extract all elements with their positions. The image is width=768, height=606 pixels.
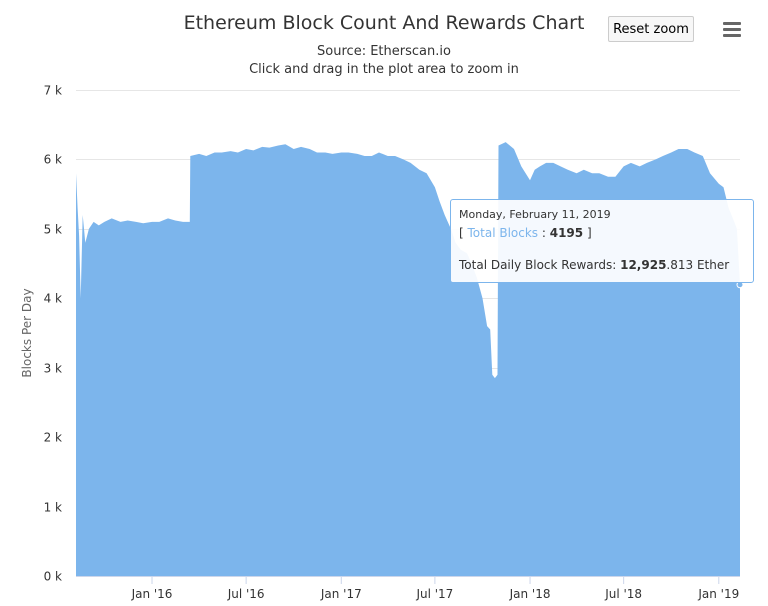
y-tick-label: 3 k — [44, 362, 62, 376]
x-tick-label: Jan '17 — [320, 587, 362, 601]
tooltip: Monday, February 11, 2019 [ Total Blocks… — [450, 199, 754, 283]
tooltip-series-label: Total Blocks — [467, 226, 539, 240]
y-tick-label: 1 k — [44, 501, 62, 515]
tooltip-rewards-int: 12,925 — [620, 258, 667, 272]
tooltip-blocks: [ Total Blocks : 4195 ] — [459, 226, 592, 240]
x-tick-label: Jan '16 — [131, 587, 173, 601]
y-axis-title: Blocks Per Day — [20, 288, 34, 377]
tooltip-rewards: Total Daily Block Rewards: 12,925.813 Et… — [459, 256, 745, 274]
hamburger-menu-icon[interactable] — [718, 18, 746, 42]
x-tick-label: Jul '18 — [604, 587, 642, 601]
chart-subtitle: Source: Etherscan.io Click and drag in t… — [0, 43, 768, 79]
x-tick-label: Jan '19 — [697, 587, 739, 601]
chart-title: Ethereum Block Count And Rewards Chart — [183, 12, 585, 34]
zoom-instruction: Click and drag in the plot area to zoom … — [249, 62, 519, 77]
tooltip-series-value: 4195 — [549, 226, 584, 240]
y-axis: 0 k 1 k 2 k 3 k 4 k 5 k 6 k 7 k — [44, 84, 62, 584]
source-note: Source: Etherscan.io — [317, 44, 451, 59]
menu-bar — [723, 28, 741, 31]
reset-zoom-button[interactable]: Reset zoom — [608, 16, 694, 42]
tooltip-rewards-label: Total Daily Block Rewards: — [459, 258, 617, 272]
y-tick-label: 6 k — [44, 153, 62, 167]
tooltip-date: Monday, February 11, 2019 — [459, 208, 611, 221]
y-tick-label: 2 k — [44, 431, 62, 445]
y-tick-label: 5 k — [44, 223, 62, 237]
y-tick-label: 4 k — [44, 292, 62, 306]
y-tick-label: 7 k — [44, 84, 62, 98]
x-tick-label: Jul '17 — [415, 587, 453, 601]
y-tick-label: 0 k — [44, 570, 62, 584]
menu-bar — [723, 34, 741, 37]
x-tick-label: Jan '18 — [509, 587, 551, 601]
menu-bar — [723, 22, 741, 25]
x-tick-label: Jul '16 — [227, 587, 265, 601]
x-axis: Jan '16 Jul '16 Jan '17 Jul '17 Jan '18 Jul '… — [76, 576, 740, 601]
tooltip-rewards-rest: .813 Ether — [666, 258, 730, 272]
